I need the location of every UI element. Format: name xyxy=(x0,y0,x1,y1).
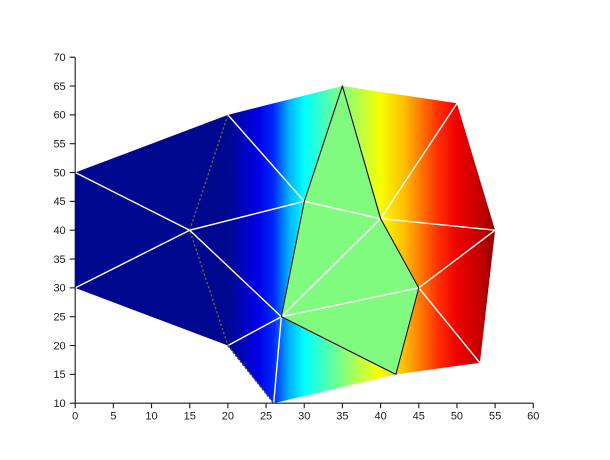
x-tick-label: 5 xyxy=(110,411,116,423)
y-tick-label: 65 xyxy=(53,81,65,93)
y-tick-label: 35 xyxy=(53,254,65,266)
y-tick-label: 40 xyxy=(53,225,65,237)
x-tick-label: 10 xyxy=(145,411,157,423)
x-tick-label: 0 xyxy=(72,411,78,423)
overlay-polygon-outline xyxy=(280,85,420,375)
x-tick-label: 20 xyxy=(222,411,234,423)
y-tick-label: 45 xyxy=(53,196,65,208)
y-tick-label: 70 xyxy=(53,52,65,64)
x-tick-label: 50 xyxy=(451,411,463,423)
y-tick-label: 30 xyxy=(53,283,65,295)
y-tick-label: 20 xyxy=(53,340,65,352)
y-tick-label: 25 xyxy=(53,311,65,323)
y-tick-label: 15 xyxy=(53,369,65,381)
x-tick-label: 15 xyxy=(184,411,196,423)
x-tick-label: 60 xyxy=(527,411,539,423)
x-tick-label: 55 xyxy=(489,411,501,423)
axes: 0 5 10 15 20 25 30 35 40 45 50 55 60 10 15 20 25 30 35 40 45… xyxy=(53,52,539,423)
x-tick-label: 45 xyxy=(413,411,425,423)
overlay-polygon-fill xyxy=(281,86,419,375)
x-tick-label: 25 xyxy=(260,411,272,423)
y-tick-label: 55 xyxy=(53,138,65,150)
x-axis-ticks: 0 5 10 15 20 25 30 35 40 45 50 55 60 xyxy=(72,403,539,423)
y-tick-label: 10 xyxy=(53,398,65,410)
y-axis-ticks: 10 15 20 25 30 35 40 45 50 55 60 65 70 xyxy=(53,52,76,410)
x-tick-label: 40 xyxy=(374,411,386,423)
x-tick-label: 35 xyxy=(336,411,348,423)
dashed-subdomain-line xyxy=(189,114,275,404)
x-tick-label: 30 xyxy=(298,411,310,423)
colored-field-region xyxy=(75,86,496,404)
y-tick-label: 60 xyxy=(53,110,65,122)
y-tick-label: 50 xyxy=(53,167,65,179)
